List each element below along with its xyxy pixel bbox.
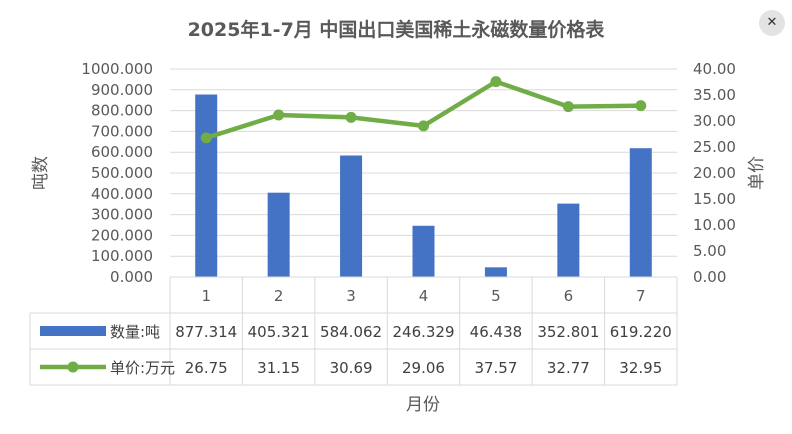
y-left-tick-label: 800.000 (91, 102, 153, 120)
y-left-tick-label: 100.000 (91, 247, 153, 265)
data-table-cell: 352.801 (537, 323, 599, 341)
y-right-tick-label: 20.00 (693, 164, 736, 182)
data-table-cell: 46.438 (470, 323, 523, 341)
close-icon[interactable]: ✕ (759, 10, 785, 36)
chart-title: 2025年1-7月 中国出口美国稀土永磁数量价格表 (188, 18, 606, 41)
price-point (562, 101, 574, 113)
y-left-tick-label: 200.000 (91, 226, 153, 244)
legend-label: 数量:吨 (110, 323, 160, 341)
y-axis-right-ticks: 0.00 5.00 10.00 15.00 20.00 25.00 30.00 35.00 40… (693, 60, 736, 286)
data-table-cell: 29.06 (402, 359, 445, 377)
y-left-tick-label: 700.000 (91, 122, 153, 140)
bar (557, 203, 580, 277)
price-point (635, 100, 647, 112)
price-point (345, 111, 357, 123)
y-left-tick-label: 600.000 (91, 143, 153, 161)
price-point (418, 120, 429, 132)
y-right-tick-label: 5.00 (693, 242, 726, 260)
y-right-tick-label: 35.00 (693, 86, 736, 104)
y-right-tick-label: 30.00 (693, 112, 736, 130)
y-right-tick-label: 15.00 (693, 190, 736, 208)
x-axis-title: 月份 (406, 395, 440, 415)
data-table-cell: 37.57 (474, 359, 517, 377)
data-table-cell: 877.314 (175, 323, 237, 341)
legend-label: 单价:万元 (110, 359, 175, 377)
legend-key-bar (40, 326, 106, 336)
x-tick-label: 7 (636, 287, 646, 305)
y-axis-left-ticks: 0.000 100.000 200.000 300.000 400.000 500.000… (81, 60, 153, 286)
bar (629, 148, 652, 277)
data-table-cell: 31.15 (257, 359, 300, 377)
y-right-tick-label: 40.00 (693, 60, 736, 78)
data-table-cell: 246.329 (392, 323, 454, 341)
gridlines (170, 68, 677, 278)
bar (484, 267, 507, 277)
x-tick-label: 6 (564, 287, 574, 305)
data-table-cell: 30.69 (330, 359, 373, 377)
bar (340, 155, 363, 277)
bar (412, 225, 435, 277)
y-right-tick-label: 25.00 (693, 138, 736, 156)
y-left-tick-label: 400.000 (91, 185, 153, 203)
x-tick-label: 3 (346, 287, 356, 305)
legend-key-marker (67, 361, 79, 373)
line-series (200, 76, 647, 144)
x-tick-label: 5 (491, 287, 501, 305)
y-left-tick-label: 500.000 (91, 164, 153, 182)
data-table-cell: 405.321 (248, 323, 310, 341)
x-tick-label: 4 (419, 287, 429, 305)
bar (195, 94, 218, 278)
y-left-tick-label: 300.000 (91, 206, 153, 224)
bar-series (195, 94, 652, 278)
y-axis-right-title: 单价 (747, 156, 767, 190)
data-table: 1 2 3 4 5 6 7 数量:吨 877.314 405.321 584.062 246.329 4… (29, 276, 678, 386)
data-table-cell: 584.062 (320, 323, 382, 341)
y-right-tick-label: 0.00 (693, 268, 726, 286)
y-right-tick-label: 10.00 (693, 216, 736, 234)
y-left-tick-label: 0.000 (110, 268, 153, 286)
price-point (273, 109, 285, 121)
x-tick-label: 1 (201, 287, 211, 305)
bar (267, 192, 290, 277)
y-left-tick-label: 1000.000 (81, 60, 153, 78)
price-point (490, 76, 502, 88)
y-left-tick-label: 900.000 (91, 81, 153, 99)
data-table-cell: 32.77 (547, 359, 590, 377)
data-table-cell: 32.95 (619, 359, 662, 377)
y-axis-left-title: 吨数 (31, 156, 51, 190)
data-table-cell: 619.220 (610, 323, 672, 341)
data-table-cell: 26.75 (185, 359, 228, 377)
x-tick-label: 2 (274, 287, 284, 305)
price-point (200, 132, 212, 144)
